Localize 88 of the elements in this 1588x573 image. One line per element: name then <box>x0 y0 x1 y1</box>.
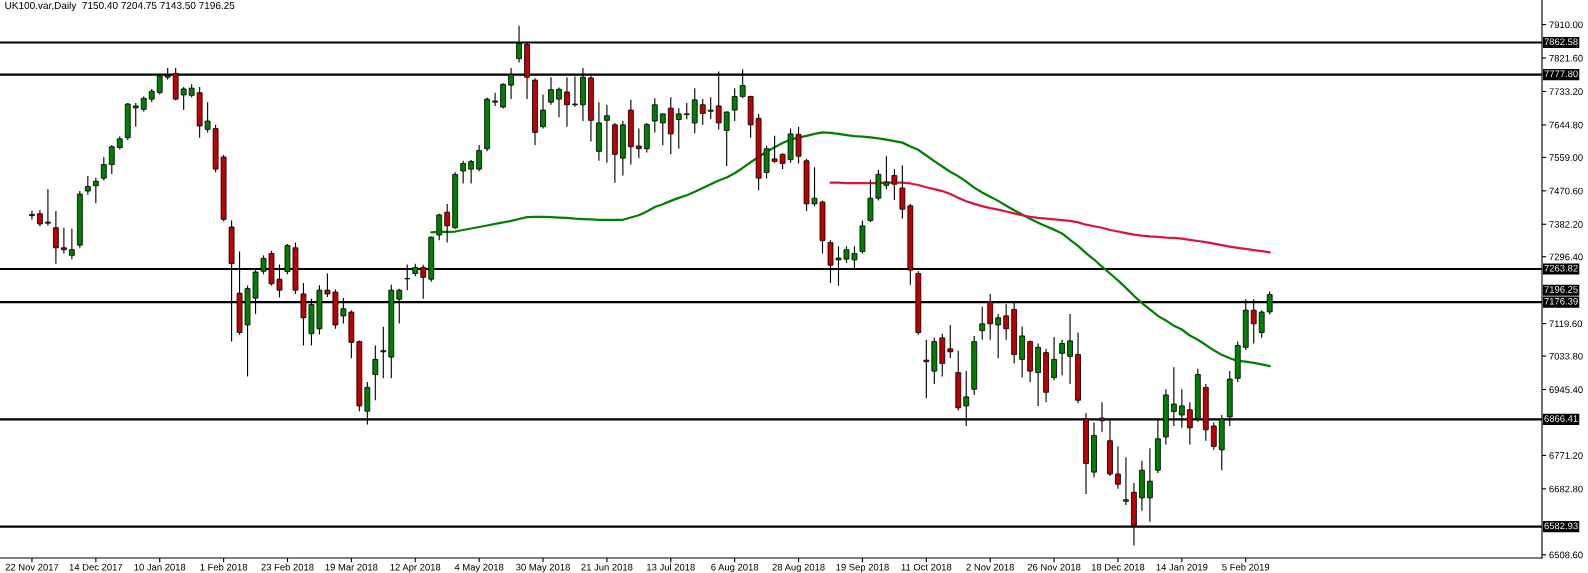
candlestick <box>731 87 738 122</box>
candlestick <box>380 326 387 379</box>
y-tick-label: 7910.00 <box>1549 21 1583 29</box>
candlestick <box>540 94 546 130</box>
candlestick <box>651 97 658 133</box>
candlestick <box>500 82 506 110</box>
candlestick <box>1051 336 1057 381</box>
candlestick <box>132 102 139 128</box>
candlestick <box>947 324 954 359</box>
y-tick-label: 6682.80 <box>1549 485 1583 493</box>
candlestick <box>108 144 115 175</box>
ref-line-label: 7176.39 <box>1544 297 1578 305</box>
ref-line-label: 7263.82 <box>1544 264 1578 272</box>
y-tick-label: 6508.60 <box>1549 551 1583 559</box>
candlestick <box>100 156 107 182</box>
x-tick-label: 12 Apr 2018 <box>390 563 441 573</box>
candlestick <box>1147 447 1153 523</box>
candlestick <box>707 96 714 120</box>
y-tick-label: 7382.20 <box>1549 221 1583 228</box>
candlestick <box>635 128 642 159</box>
y-tick-label: 6945.40 <box>1549 386 1583 394</box>
x-tick-label: 28 Aug 2018 <box>772 563 825 573</box>
x-tick-label: 30 May 2018 <box>516 563 570 573</box>
candlestick <box>68 228 75 260</box>
x-tick-label: 13 Jul 2018 <box>647 563 695 571</box>
x-tick-label: 26 Nov 2018 <box>1027 563 1081 571</box>
y-tick-label: 7033.80 <box>1549 352 1583 360</box>
candlestick <box>492 92 498 107</box>
candlestick <box>979 306 986 341</box>
x-tick-label: 14 Jan 2019 <box>1156 563 1208 571</box>
candlestick <box>1019 326 1026 379</box>
candlestick <box>45 188 51 227</box>
x-tick-label: 21 Jun 2018 <box>581 563 633 571</box>
y-tick-label: 7644.80 <box>1549 121 1583 129</box>
candlestick <box>476 144 483 172</box>
candlestick <box>1258 309 1265 339</box>
y-tick-label: 7296.40 <box>1549 253 1583 261</box>
x-tick-label: 1 Feb 2018 <box>200 563 248 571</box>
candlestick <box>92 177 99 204</box>
ref-line-label: 7862.58 <box>1544 38 1578 46</box>
x-tick-label: 14 Dec 2017 <box>69 563 123 571</box>
y-tick-label: 7821.60 <box>1549 54 1583 62</box>
x-tick-label: 19 Sep 2018 <box>836 563 889 573</box>
candlestick <box>899 164 906 220</box>
x-tick-label: 11 Oct 2018 <box>901 563 952 571</box>
x-tick-label: 4 May 2018 <box>454 563 504 573</box>
x-tick-label: 6 Aug 2018 <box>711 563 759 573</box>
candlestick <box>1210 422 1217 451</box>
candlestick <box>675 107 682 150</box>
ref-line-label: 6866.41 <box>1544 415 1578 422</box>
y-tick-label: 6771.20 <box>1549 452 1583 459</box>
candlestick <box>995 313 1002 359</box>
x-tick-label: 23 Feb 2018 <box>261 563 314 571</box>
y-tick-label: 7559.00 <box>1549 154 1583 161</box>
candlestick <box>468 159 475 185</box>
candlestick <box>1067 313 1073 385</box>
candlestick <box>372 344 379 401</box>
y-tick-label: 7119.60 <box>1549 320 1583 328</box>
x-tick-label: 19 Mar 2018 <box>325 563 378 571</box>
x-tick-label: 10 Jan 2018 <box>134 563 186 571</box>
candlestick <box>29 210 35 220</box>
y-tick-label: 7733.20 <box>1549 88 1583 95</box>
candlestick <box>1123 456 1129 506</box>
ref-line-label: 7777.80 <box>1544 70 1578 78</box>
candlestick <box>180 86 187 111</box>
y-tick-label: 7470.60 <box>1549 187 1583 195</box>
candlestick <box>60 227 67 255</box>
candlestick <box>1059 339 1065 376</box>
x-tick-label: 18 Dec 2018 <box>1091 563 1145 571</box>
chart-title: UK100.var,Daily 7150.40 7204.75 7143.50 7196.25 <box>5 1 235 11</box>
candlestick <box>84 175 91 196</box>
x-tick-label: 22 Nov 2017 <box>5 563 59 571</box>
candlestick <box>699 98 706 126</box>
candlestick <box>1115 445 1121 490</box>
candlestick <box>604 104 610 164</box>
candlestick <box>460 160 467 185</box>
candlestick <box>659 113 666 146</box>
x-tick-label: 5 Feb 2019 <box>1222 563 1270 571</box>
candlestick <box>444 203 451 244</box>
candlestick <box>723 111 730 167</box>
candlestick <box>923 339 930 399</box>
candlestick <box>436 213 443 241</box>
text: 7196.25 <box>1544 286 1578 293</box>
x-tick-label: 2 Nov 2018 <box>966 563 1014 571</box>
ref-line-label: 6582.93 <box>1544 522 1578 530</box>
candlestick <box>53 210 59 265</box>
candlestick <box>556 86 562 118</box>
candlestick <box>691 87 698 134</box>
